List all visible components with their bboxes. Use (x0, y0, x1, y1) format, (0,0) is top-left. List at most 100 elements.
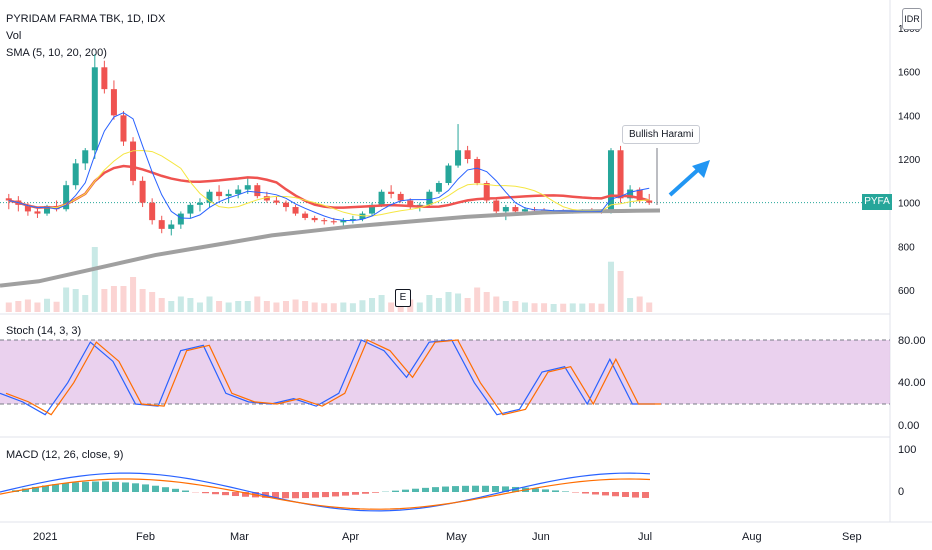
volume-bar (110, 286, 117, 312)
volume-bar (617, 271, 624, 312)
volume-bar (607, 261, 614, 312)
price-tick-600: 600 (898, 286, 915, 297)
ticker-price-badge: PYFA (862, 194, 892, 210)
macd-histogram-bar (182, 490, 189, 492)
candle-body (636, 189, 643, 201)
macd-histogram-bar (142, 484, 149, 492)
volume-bar (15, 301, 22, 312)
macd-histogram-bar (502, 486, 509, 492)
macd-histogram-bar (222, 492, 229, 496)
candle-body (378, 191, 385, 205)
candle-body (72, 163, 79, 186)
volume-bar (225, 302, 232, 312)
stoch-d-line (5, 339, 661, 416)
macd-histogram-bar (612, 492, 619, 497)
candle-body (311, 217, 318, 221)
volume-bar (53, 301, 60, 312)
volume-bar (598, 303, 605, 312)
bullish-harami-callout[interactable]: Bullish Harami (622, 125, 701, 144)
currency-badge[interactable]: IDR (902, 8, 922, 30)
candle-body (196, 202, 203, 205)
macd-histogram-bar (162, 487, 169, 492)
volume-bar (63, 287, 70, 312)
macd-histogram-bar (552, 490, 559, 492)
volume-bar (177, 296, 184, 312)
candle-body (263, 196, 270, 201)
volume-bar (282, 301, 289, 312)
candle-body (225, 193, 232, 197)
volume-bar (646, 302, 653, 312)
candle-body (435, 183, 442, 192)
sma-10-line (8, 149, 650, 217)
volume-bar (311, 302, 318, 312)
candle-body (388, 191, 395, 194)
candle-body (502, 207, 509, 212)
candle-body (120, 115, 127, 142)
macd-line (0, 472, 651, 512)
candle-body (34, 211, 41, 214)
candle-body (149, 202, 156, 221)
macd-label: MACD (12, 26, close, 9) (6, 449, 124, 461)
candle-body (321, 220, 328, 222)
candle-body (483, 183, 490, 201)
stoch-k-line (0, 339, 655, 416)
macd-histogram-bar (332, 492, 339, 497)
stoch-tick-80: 80.00 (898, 335, 926, 347)
volume-label: Vol (6, 30, 22, 42)
volume-bar (474, 287, 481, 312)
macd-histogram-bar (482, 485, 489, 492)
macd-histogram-bar (102, 481, 109, 492)
volume-bar (416, 302, 423, 312)
volume-bar (321, 303, 328, 312)
volume-bar (254, 296, 261, 312)
time-tick-jul: Jul (638, 531, 652, 543)
volume-bar (502, 301, 509, 312)
candle-body (445, 165, 452, 184)
macd-histogram-bar (72, 482, 79, 492)
macd-histogram-bar (212, 492, 219, 495)
volume-bar (531, 303, 538, 312)
volume-bar (512, 301, 519, 312)
candle-body (340, 220, 347, 223)
macd-histogram-bar (532, 488, 539, 492)
macd-histogram-bar (232, 492, 239, 497)
candle-body (273, 200, 280, 203)
candle-body (330, 221, 337, 223)
volume-bar (560, 303, 567, 312)
volume-bar (5, 302, 12, 312)
macd-histogram-bar (622, 492, 629, 497)
volume-bar (292, 299, 299, 312)
candle-body (101, 67, 108, 90)
candle-body (426, 191, 433, 205)
macd-histogram-bar (302, 492, 309, 499)
volume-bar (82, 295, 89, 312)
candle-body (607, 150, 614, 212)
macd-histogram-bar (362, 492, 369, 494)
volume-bar (168, 301, 175, 312)
macd-histogram-bar (122, 482, 129, 492)
volume-bar (369, 298, 376, 312)
volume-bar (627, 298, 634, 312)
volume-bar (455, 293, 462, 312)
volume-bar (72, 289, 79, 312)
stoch-label: Stoch (14, 3, 3) (6, 325, 82, 337)
macd-histogram-bar (32, 486, 39, 492)
macd-histogram-bar (202, 492, 209, 494)
macd-histogram-bar (322, 492, 329, 498)
macd-tick-0: 0 (898, 486, 905, 498)
candle-body (206, 191, 213, 203)
macd-histogram-bar (282, 492, 289, 499)
volume-bar (483, 292, 490, 312)
time-tick-sep: Sep (842, 531, 862, 543)
volume-bar (149, 292, 156, 312)
macd-histogram-bar (352, 492, 359, 495)
candle-body (292, 207, 299, 214)
chart-title: PYRIDAM FARMA TBK, 1D, IDX (6, 13, 166, 25)
candle-body (521, 209, 528, 212)
volume-bar (359, 300, 366, 312)
macd-histogram-bar (642, 492, 649, 498)
macd-histogram-bar (632, 492, 639, 498)
earnings-event-badge[interactable]: E (395, 289, 411, 307)
candle-body (235, 189, 242, 194)
